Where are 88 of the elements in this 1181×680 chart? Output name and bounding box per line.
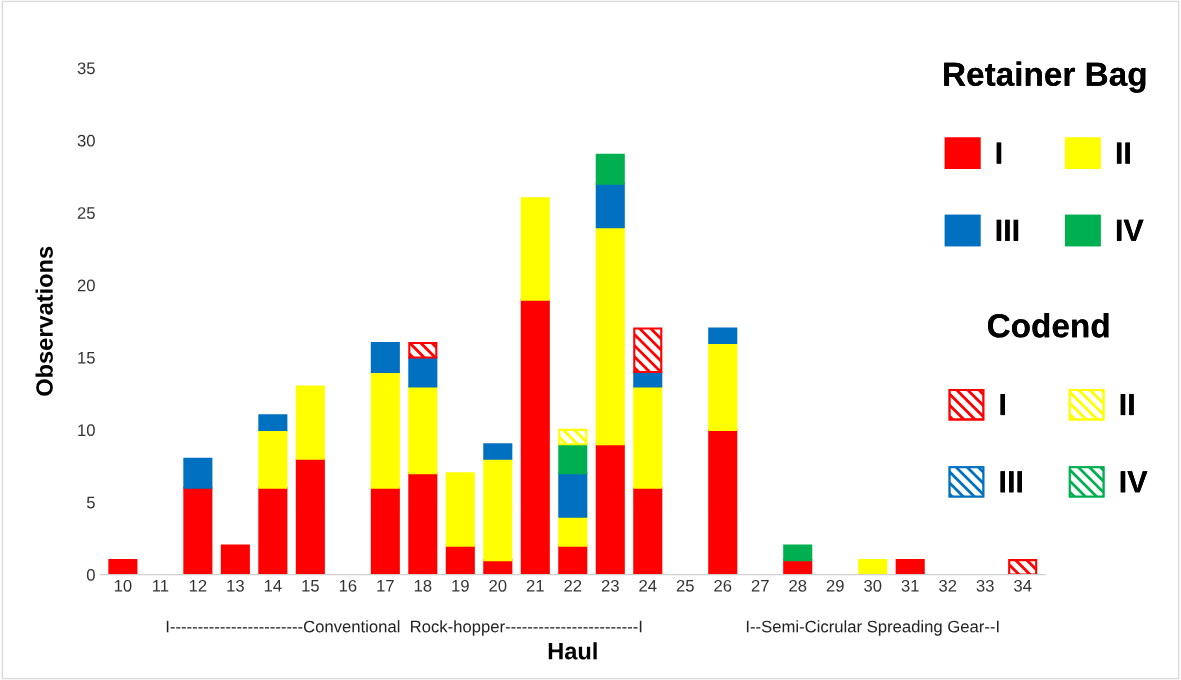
bar (183, 486, 213, 575)
x-tick-label: 32 (939, 579, 957, 592)
y-tick-label: 5 (86, 496, 95, 509)
bar (895, 559, 925, 575)
x-tick-label: 26 (714, 579, 732, 592)
x-tick-label: 17 (377, 580, 394, 592)
bar (633, 327, 663, 373)
legend-label: II (1116, 142, 1130, 164)
bar (708, 341, 738, 431)
y-tick-label: 0 (86, 569, 95, 581)
x-tick-label: 21 (526, 579, 544, 592)
bar (708, 327, 738, 345)
y-tick-label: 15 (78, 352, 95, 364)
x-tick-label: 11 (152, 580, 169, 592)
bar (633, 385, 663, 489)
legend-label: I (996, 142, 1002, 164)
x-tick-label: 14 (264, 580, 282, 592)
bar (295, 457, 325, 575)
bar (258, 414, 288, 431)
legend-label: II (1120, 394, 1134, 416)
bar (595, 182, 625, 229)
x-tick-label: 34 (1014, 579, 1032, 592)
bar (858, 559, 888, 575)
y-tick-label: 20 (77, 279, 95, 292)
x-tick-label: 22 (564, 579, 582, 592)
legend-label: IV (1120, 471, 1148, 493)
bar (370, 486, 400, 575)
bar (1008, 559, 1038, 575)
bar (370, 341, 400, 373)
x-tick-label: 28 (789, 579, 807, 592)
bar (445, 544, 475, 575)
bar (295, 385, 325, 460)
bar (258, 428, 288, 489)
bar (370, 370, 400, 489)
bar (595, 153, 625, 185)
text: I--Semi-Cicrular Spreading Gear--I (746, 620, 999, 636)
text: I------------------------Conventional Rock-hopper------------------------I (166, 620, 642, 636)
y-tick-label: 25 (77, 207, 95, 219)
x-axis-title: Haul (548, 642, 597, 660)
x-tick-label: 30 (864, 579, 882, 592)
x-tick-label: 23 (601, 579, 619, 592)
x-tick-label: 25 (676, 579, 694, 592)
bar (595, 226, 625, 446)
bar (483, 457, 513, 562)
bar (183, 457, 213, 489)
text: Codend (987, 313, 1109, 338)
x-tick-label: 33 (976, 579, 994, 592)
bar (408, 472, 438, 575)
bar (558, 472, 588, 518)
y-tick-label: 30 (77, 134, 95, 147)
bar (558, 443, 588, 475)
bar (595, 443, 625, 575)
x-tick-label: 12 (189, 579, 207, 592)
bar (558, 515, 588, 547)
bar (445, 472, 475, 547)
bar (558, 428, 588, 446)
bar (408, 385, 438, 475)
x-tick-label: 31 (901, 579, 919, 592)
y-axis-title: Observations (35, 246, 53, 396)
x-tick-label: 24 (639, 579, 657, 592)
bar (483, 443, 513, 460)
bar (633, 486, 663, 575)
bar (708, 428, 738, 575)
legend-label: I (1000, 394, 1005, 416)
bar (220, 544, 250, 575)
y-tick-label: 35 (77, 62, 95, 75)
x-tick-label: 18 (414, 579, 432, 592)
x-tick-label: 13 (227, 579, 244, 592)
bar (520, 298, 550, 575)
bar (108, 559, 138, 575)
x-tick-label: 20 (489, 579, 507, 592)
x-tick-label: 19 (452, 579, 469, 592)
legend-label: III (1000, 471, 1022, 493)
bar (520, 197, 550, 301)
bar (558, 544, 588, 575)
bar (258, 486, 288, 575)
bar (408, 341, 438, 359)
x-tick-label: 16 (339, 579, 357, 592)
legend-label: III (996, 219, 1019, 241)
bar (783, 544, 813, 562)
x-tick-label: 27 (751, 579, 769, 592)
bar (408, 356, 438, 388)
y-tick-label: 10 (78, 424, 95, 437)
x-tick-label: 10 (114, 579, 132, 592)
x-tick-label: 29 (826, 579, 844, 592)
legend-label: IV (1116, 219, 1144, 241)
x-tick-label: 15 (302, 580, 319, 592)
text: Retainer Bag (944, 61, 1146, 93)
